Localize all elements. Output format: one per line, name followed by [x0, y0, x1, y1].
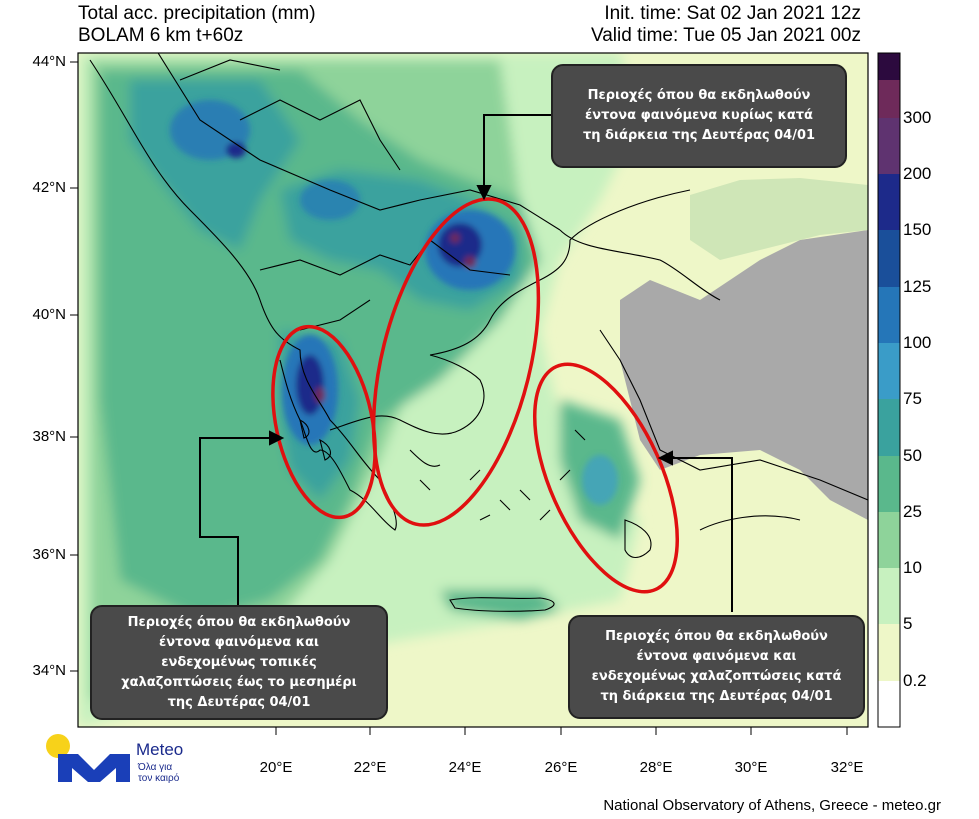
lat-tick-34: 34°N [32, 662, 66, 679]
map-field [78, 53, 868, 727]
colorbar-label-150: 150 [903, 220, 932, 239]
lon-tick-22: 22°E [353, 759, 387, 776]
time-info: Init. time: Sat 02 Jan 2021 12z Valid ti… [591, 3, 861, 47]
lat-tick-42: 42°N [32, 179, 66, 196]
meteo-logo-mark-icon [46, 734, 130, 782]
valid-time: Valid time: Tue 05 Jan 2021 00z [590, 25, 861, 46]
lat-tick-44: 44°N [32, 53, 66, 70]
colorbar-label-300: 300 [903, 108, 932, 127]
credit-text: National Observatory of Athens, Greece -… [603, 797, 941, 814]
init-time: Init. time: Sat 02 Jan 2021 12z [604, 3, 861, 24]
colorbar [877, 52, 901, 728]
lon-tick-26: 26°E [544, 759, 578, 776]
lon-tick-30: 30°E [734, 759, 768, 776]
axis-ticks [70, 61, 848, 735]
colorbar-label-75: 75 [903, 389, 922, 408]
ellipse-east [532, 362, 680, 594]
map-frame [77, 52, 869, 728]
callout-bottom-right: Περιοχές όπου θα εκδηλωθούν έντονα φαινό… [568, 615, 865, 719]
colorbar-label-100: 100 [903, 333, 932, 352]
colorbar-label-25: 25 [903, 502, 922, 521]
lon-tick-32: 32°E [830, 759, 864, 776]
lat-tick-38: 38°N [32, 428, 66, 445]
colorbar-label-0-2: 0.2 [903, 671, 927, 690]
colorbar-label-125: 125 [903, 277, 932, 296]
lat-tick-36: 36°N [32, 546, 66, 563]
pointer-lines [199, 114, 733, 612]
title-line-2: BOLAM 6 km t+60z [78, 25, 244, 46]
meteo-logo: Meteo Όλα για τον καιρό [44, 732, 204, 784]
ellipse-west [271, 324, 377, 520]
colorbar-label-200: 200 [903, 164, 932, 183]
logo-tagline: Όλα για τον καιρό [138, 762, 180, 784]
colorbar-label-50: 50 [903, 446, 922, 465]
colorbar-label-5: 5 [903, 614, 913, 633]
logo-name: Meteo [136, 740, 184, 759]
title-line-1: Total acc. precipitation (mm) [78, 3, 316, 24]
chart-title: Total acc. precipitation (mm) BOLAM 6 km… [78, 3, 316, 47]
lon-tick-20: 20°E [259, 759, 293, 776]
colorbar-label-10: 10 [903, 558, 922, 577]
lon-tick-24: 24°E [448, 759, 482, 776]
coastlines [89, 53, 868, 612]
hazard-ellipses [271, 197, 680, 594]
lon-tick-28: 28°E [639, 759, 673, 776]
lat-tick-40: 40°N [32, 306, 66, 323]
callout-bottom-left: Περιοχές όπου θα εκδηλωθούν έντονα φαινό… [90, 605, 388, 720]
ellipse-central [371, 197, 541, 527]
no-data-land [620, 230, 868, 520]
callout-top-right: Περιοχές όπου θα εκδηλωθούν έντονα φαινό… [551, 64, 847, 168]
